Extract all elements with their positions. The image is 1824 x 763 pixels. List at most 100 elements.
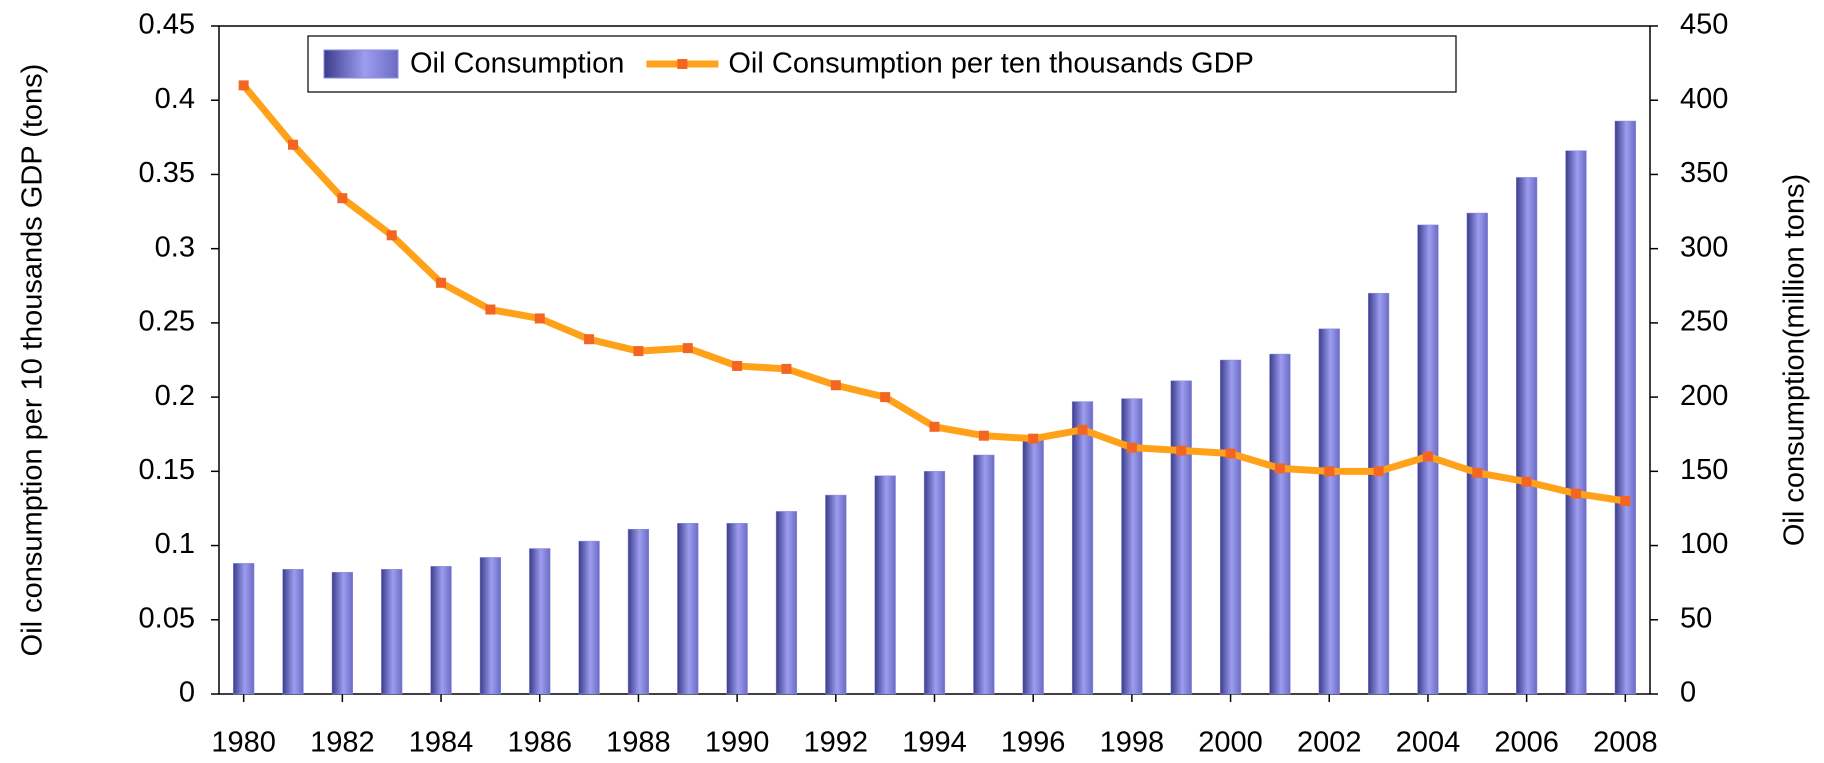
x-tick-label: 1994 [902, 727, 967, 759]
y-tick-label: 0.3 [155, 231, 195, 263]
line-marker [1176, 445, 1187, 456]
y2-tick-label: 200 [1680, 380, 1728, 412]
bar [1614, 120, 1636, 695]
line-marker [929, 421, 940, 432]
x-tick-label: 2000 [1198, 727, 1263, 759]
bar [825, 494, 847, 695]
y-tick-label: 0.1 [155, 528, 195, 560]
x-tick-label: 1988 [606, 727, 671, 759]
line-marker [880, 392, 891, 403]
legend-marker [677, 59, 688, 69]
y2-tick-label: 100 [1680, 528, 1728, 560]
x-tick-label: 1992 [804, 727, 869, 759]
line-marker [1472, 467, 1483, 478]
bar [677, 523, 699, 695]
line-marker [1324, 466, 1335, 477]
x-tick-label: 1996 [1001, 727, 1066, 759]
y-axis-label: Oil consumption per 10 thousands GDP (to… [17, 64, 49, 657]
bar [479, 557, 502, 695]
line-marker [781, 363, 792, 374]
y2-tick-label: 50 [1680, 602, 1712, 634]
bar [331, 572, 353, 695]
x-tick-label: 1990 [705, 727, 770, 759]
line-marker [1225, 448, 1236, 459]
x-tick-label: 2008 [1593, 727, 1658, 759]
x-tick-label: 2006 [1494, 727, 1559, 759]
line-marker [682, 343, 693, 354]
line-marker [1620, 496, 1631, 507]
line-marker [534, 313, 545, 324]
y2-tick-label: 250 [1680, 306, 1728, 338]
bar [1516, 177, 1538, 695]
x-tick-label: 1986 [507, 727, 572, 759]
bar [973, 454, 995, 695]
x-tick-label: 1998 [1100, 727, 1165, 759]
bar [1022, 435, 1044, 695]
y2-tick-label: 400 [1680, 83, 1728, 115]
line-marker [633, 346, 644, 357]
bar [578, 540, 600, 695]
bar [1466, 212, 1488, 695]
bar [775, 511, 798, 695]
bar [1318, 328, 1340, 695]
y2-tick-label: 300 [1680, 231, 1728, 263]
line-marker [1570, 488, 1581, 499]
bar [1565, 150, 1587, 695]
bar [1071, 401, 1094, 695]
y2-tick-label: 450 [1680, 9, 1728, 41]
x-tick-label: 1984 [409, 727, 474, 759]
line-marker [1373, 466, 1384, 477]
y-tick-label: 0.25 [139, 306, 195, 338]
y2-tick-label: 150 [1680, 454, 1728, 486]
legend-swatch [323, 49, 399, 79]
line-marker [238, 80, 249, 91]
bar [430, 566, 452, 695]
line-marker [1028, 433, 1039, 444]
line-marker [830, 380, 841, 391]
bar [874, 475, 896, 695]
y2-tick-label: 0 [1680, 677, 1696, 709]
y-tick-label: 0.2 [155, 380, 195, 412]
y-tick-label: 0.35 [139, 157, 195, 189]
x-tick-label: 2004 [1396, 727, 1461, 759]
bar [282, 569, 304, 695]
bar [1367, 292, 1390, 695]
bar [1219, 359, 1242, 695]
x-tick-label: 2002 [1297, 727, 1362, 759]
x-tick-label: 1980 [211, 727, 276, 759]
line-marker [337, 193, 348, 204]
y2-tick-label: 350 [1680, 157, 1728, 189]
line-marker [485, 304, 496, 315]
y-tick-label: 0.05 [139, 602, 195, 634]
y-tick-label: 0.4 [155, 83, 195, 115]
line-marker [1521, 476, 1532, 487]
line-marker [288, 139, 299, 150]
line-marker [732, 360, 743, 371]
y-tick-label: 0 [179, 677, 195, 709]
bar [726, 523, 748, 695]
legend-label: Oil Consumption per ten thousands GDP [728, 48, 1254, 80]
bar [1170, 380, 1192, 695]
line-marker [1126, 442, 1137, 453]
bar [233, 563, 255, 695]
x-tick-label: 1982 [310, 727, 375, 759]
y2-axis-label: Oil consumption(million tons) [1779, 174, 1811, 546]
bar [923, 471, 946, 695]
bar [1121, 398, 1143, 695]
bar [627, 528, 650, 695]
y-tick-label: 0.45 [139, 9, 195, 41]
line-marker [386, 230, 397, 241]
bar [1269, 353, 1291, 695]
y-tick-label: 0.15 [139, 454, 195, 486]
line-marker [584, 334, 595, 345]
line-marker [1077, 424, 1088, 435]
line-marker [436, 277, 447, 288]
legend-box [307, 35, 1457, 93]
bar [529, 548, 551, 695]
line-marker [1274, 463, 1285, 474]
legend-label: Oil Consumption [410, 48, 624, 80]
line-marker [978, 430, 989, 441]
bar [381, 569, 403, 695]
line-marker [1422, 451, 1433, 462]
